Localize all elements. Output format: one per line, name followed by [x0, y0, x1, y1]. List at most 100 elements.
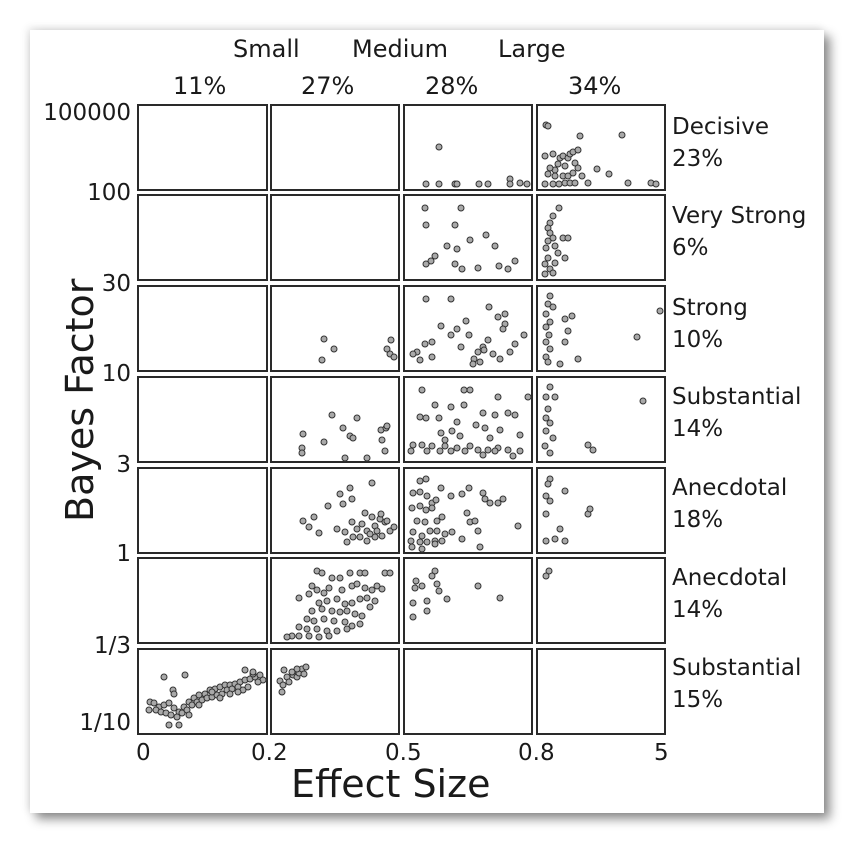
- data-point: [458, 265, 466, 273]
- data-point: [408, 543, 416, 551]
- row-label-very-strong: Very Strong 6%: [672, 200, 806, 264]
- data-point: [409, 599, 417, 606]
- data-point: [363, 537, 371, 545]
- data-point: [368, 513, 376, 521]
- data-point: [280, 666, 288, 674]
- data-point: [486, 434, 494, 442]
- data-point: [338, 586, 346, 594]
- data-point: [546, 318, 554, 326]
- data-point: [343, 625, 351, 633]
- data-point: [387, 336, 395, 344]
- data-point: [447, 492, 455, 500]
- scatter-cell-r4-c4: [536, 376, 666, 463]
- row-label-text: Substantial: [672, 384, 802, 410]
- data-point: [447, 403, 455, 411]
- data-point: [443, 242, 451, 250]
- data-point: [435, 143, 442, 151]
- scatter-cell-r6-c2: [270, 557, 400, 644]
- data-point: [542, 427, 550, 435]
- data-point: [495, 262, 503, 270]
- data-point: [491, 411, 499, 419]
- data-point: [431, 252, 439, 260]
- data-point: [453, 245, 461, 253]
- data-point: [546, 383, 554, 391]
- row-label-percent: 14%: [672, 597, 724, 623]
- data-point: [432, 496, 440, 504]
- data-point: [520, 331, 528, 339]
- data-point: [551, 393, 559, 401]
- row-label-substantial-high: Substantial 14%: [672, 381, 801, 445]
- data-point: [574, 355, 582, 363]
- data-point: [542, 244, 550, 252]
- data-point: [472, 421, 480, 429]
- data-point: [349, 434, 357, 442]
- data-point: [433, 527, 441, 535]
- scatter-cell-r5-c2: [270, 467, 400, 554]
- data-point: [561, 315, 569, 323]
- scatter-cell-r7-c2: [270, 648, 400, 735]
- data-point: [471, 517, 479, 525]
- data-point: [339, 424, 347, 432]
- data-point: [422, 414, 430, 422]
- data-point: [551, 259, 559, 267]
- data-point: [310, 513, 318, 521]
- data-point: [318, 605, 326, 613]
- data-point: [295, 594, 303, 602]
- data-point: [336, 490, 344, 498]
- data-point: [652, 180, 660, 188]
- row-label-text: Strong: [672, 295, 748, 321]
- data-point: [433, 517, 441, 525]
- data-point: [584, 441, 592, 449]
- data-point: [328, 607, 336, 615]
- data-point: [341, 454, 349, 462]
- data-point: [416, 356, 424, 364]
- y-tick-3: 3: [116, 452, 131, 478]
- scatter-cell-r2-c3: [403, 194, 533, 281]
- data-point: [546, 497, 554, 505]
- column-percent-3: 28%: [425, 72, 479, 100]
- data-point: [328, 411, 336, 419]
- data-point: [474, 264, 482, 272]
- data-point: [371, 597, 379, 605]
- data-point: [418, 532, 426, 540]
- data-point: [542, 323, 550, 331]
- data-point: [441, 530, 449, 538]
- data-point: [463, 509, 471, 516]
- scatter-cell-r7-c1: [137, 648, 268, 735]
- data-point: [542, 338, 550, 346]
- data-point: [476, 543, 484, 551]
- scatter-cell-r6-c1: [137, 557, 268, 644]
- data-point: [509, 452, 517, 460]
- data-point: [561, 537, 569, 545]
- data-point: [383, 422, 391, 430]
- data-point: [422, 180, 430, 188]
- scatter-cell-r1-c4: [536, 104, 666, 191]
- data-point: [386, 569, 394, 577]
- data-point: [324, 502, 332, 510]
- data-point: [333, 627, 341, 635]
- data-point: [544, 358, 552, 366]
- data-point: [511, 411, 519, 419]
- data-point: [542, 310, 550, 318]
- data-point: [160, 673, 168, 681]
- data-point: [656, 307, 664, 315]
- data-point: [466, 442, 474, 450]
- row-label-percent: 23%: [672, 146, 724, 172]
- data-point: [491, 242, 499, 250]
- data-point: [341, 528, 349, 536]
- data-point: [542, 414, 550, 422]
- data-point: [481, 424, 489, 432]
- data-point: [320, 615, 328, 623]
- data-point: [461, 447, 469, 455]
- scatter-cell-r1-c2: [270, 104, 400, 191]
- data-point: [353, 580, 361, 588]
- scatter-cell-r6-c4: [536, 557, 666, 644]
- data-point: [409, 528, 417, 536]
- data-point: [351, 610, 359, 618]
- data-point: [418, 441, 426, 449]
- data-point: [175, 721, 183, 729]
- row-label-strong: Strong 10%: [672, 292, 748, 356]
- data-point: [546, 292, 554, 300]
- data-point: [422, 475, 430, 483]
- data-point: [554, 160, 562, 168]
